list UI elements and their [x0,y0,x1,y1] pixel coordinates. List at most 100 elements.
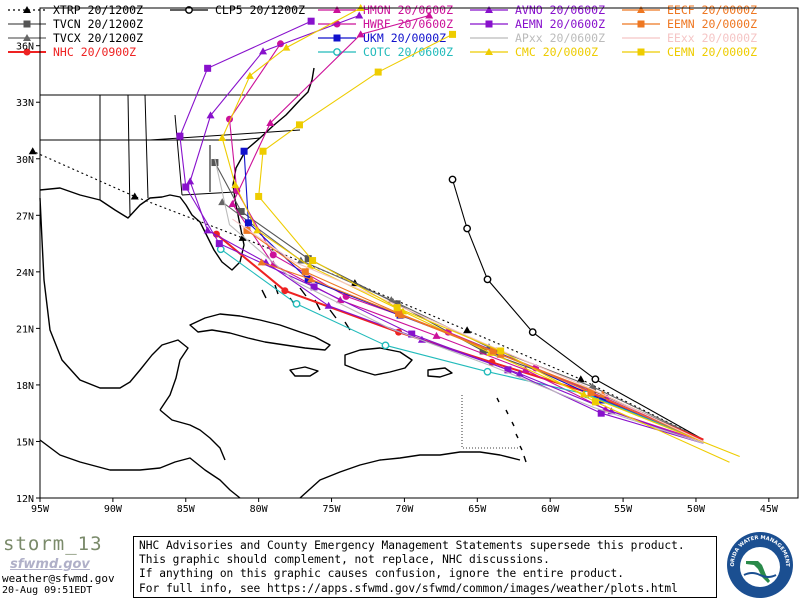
track-line [214,158,704,444]
legend-item-eexx: EExx 20/0000Z [622,31,757,45]
track-line [228,43,704,443]
legend-marker [637,6,645,13]
track-point [374,68,382,76]
track-point [257,258,266,266]
legend-label: AVNO 20/0600Z [515,3,605,17]
yucatan-coastline [159,409,226,461]
map-frame: 95W 90W 85W 80W 75W 70W 65W 60W 55W 50W 45W 12N 15N 1… [16,4,799,515]
map-border [39,7,799,499]
coastlines [39,67,527,499]
track-point [463,224,472,233]
legend-label: CMC 20/0000Z [515,45,598,59]
storm-name: storm_13 [3,533,103,555]
track-point [599,396,607,404]
legend-item-ukm: UKM 20/0000Z [318,31,446,45]
track-line [246,229,704,443]
lat-tick-label: 36N [16,42,34,53]
track-hwrf [226,40,704,443]
disclaimer-line[interactable]: For full info, see https://apps.sfwmd.go… [139,581,678,595]
track-point [266,118,275,126]
lat-tick-label: 21N [16,324,34,335]
legend-label: EECF 20/0000Z [667,3,757,17]
legend-marker [23,48,31,56]
track-point [295,121,303,129]
legend-item-hmon: HMON 20/0600Z [318,3,453,17]
track-point [393,304,401,312]
track-point [307,17,315,25]
track-point [255,192,263,200]
timestamp: 20-Aug 09:51EDT [2,585,93,596]
track-point [218,134,227,142]
track-point [130,192,139,200]
lat-tick-label: 12N [16,494,34,505]
lon-tick-label: 75W [323,504,342,515]
lon-tick-label: 50W [687,504,706,515]
track-point [176,132,184,140]
maritime-boundary [461,395,520,449]
legend-item-avno: AVNO 20/0600Z [470,3,605,17]
track-clp5 [448,175,704,441]
track-point [282,43,291,51]
lon-tick-label: 70W [395,504,414,515]
legend-item-tvcx: TVCX 20/1200Z [8,31,143,45]
track-point [356,30,365,38]
legend-marker [23,6,31,13]
track-point [381,341,390,350]
legend-item-eecf: EECF 20/0000Z [622,3,757,17]
disclaimer-line: If anything on this graphic causes confu… [139,567,624,581]
legend-label: APxx 20/0600Z [515,31,605,45]
legend-label: HWRF 20/0600Z [363,17,453,31]
disclaimer-box: NHC Advisories and County Emergency Mana… [133,536,717,598]
track-point [28,147,37,155]
track-point [432,331,441,339]
legend-marker [333,48,341,56]
lesser-antilles [496,397,527,463]
track-point [483,367,492,376]
lat-tick-label: 33N [16,98,34,109]
legend-label: AEMN 20/0600Z [515,17,605,31]
legend-item-cemn: CEMN 20/0000Z [622,45,757,59]
district-seal: SOUTH FLORIDA WATER MANAGEMENT DISTRICT [724,531,793,598]
track-point [259,147,267,155]
legend-label: EExx 20/0000Z [667,31,757,45]
legend-item-cotc: COTC 20/0600Z [318,45,453,59]
track-point [489,347,497,355]
legend-marker [637,20,645,28]
legend-marker [333,34,341,42]
legend-label: CLP5 20/1200Z [215,3,305,17]
track-line [221,7,740,458]
lon-tick-label: 60W [541,504,560,515]
lon-tick-label: 95W [31,504,50,515]
legend-label: TVCX 20/1200Z [53,31,143,45]
lon-tick-label: 65W [468,504,487,515]
track-point [355,11,364,19]
track-point [240,147,248,155]
track-line [220,248,704,443]
legend-marker [485,20,493,28]
legend-marker [485,48,493,55]
contact-email[interactable]: weather@sfwmd.gov [2,572,115,585]
legend-marker [333,6,341,13]
track-point [587,388,595,396]
legend-item-clp5: CLP5 20/1200Z [170,3,305,17]
central-america-coastline [39,439,241,499]
track-point [259,47,268,55]
lat-tick-label: 18N [16,381,34,392]
legend-item-hwrf: HWRF 20/0600Z [318,17,453,31]
track-cotc [216,245,704,443]
lat-tick-label: 27N [16,211,34,222]
track-ukm [240,147,704,443]
sfwmd-logo[interactable]: sfwmd.gov [10,557,90,572]
track-point [449,30,457,38]
mexico-coastline [39,197,189,411]
lon-tick-label: 55W [614,504,633,515]
track-line [451,179,704,441]
track-tvcn [211,159,704,441]
hispaniola [344,347,413,376]
legend-label: TVCN 20/1200Z [53,17,143,31]
track-point [425,11,434,19]
axis-ticks: 95W 90W 85W 80W 75W 70W 65W 60W 55W 50W 45W 12N 15N 1… [16,42,779,515]
track-point [591,398,599,406]
disclaimer-line: This graphic should complement, not repl… [139,553,550,567]
